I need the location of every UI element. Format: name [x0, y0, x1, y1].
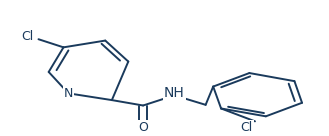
Text: NH: NH	[164, 86, 185, 100]
Text: Cl: Cl	[21, 30, 33, 43]
Text: N: N	[64, 87, 73, 100]
Text: O: O	[138, 121, 148, 134]
Text: Cl: Cl	[240, 121, 253, 134]
